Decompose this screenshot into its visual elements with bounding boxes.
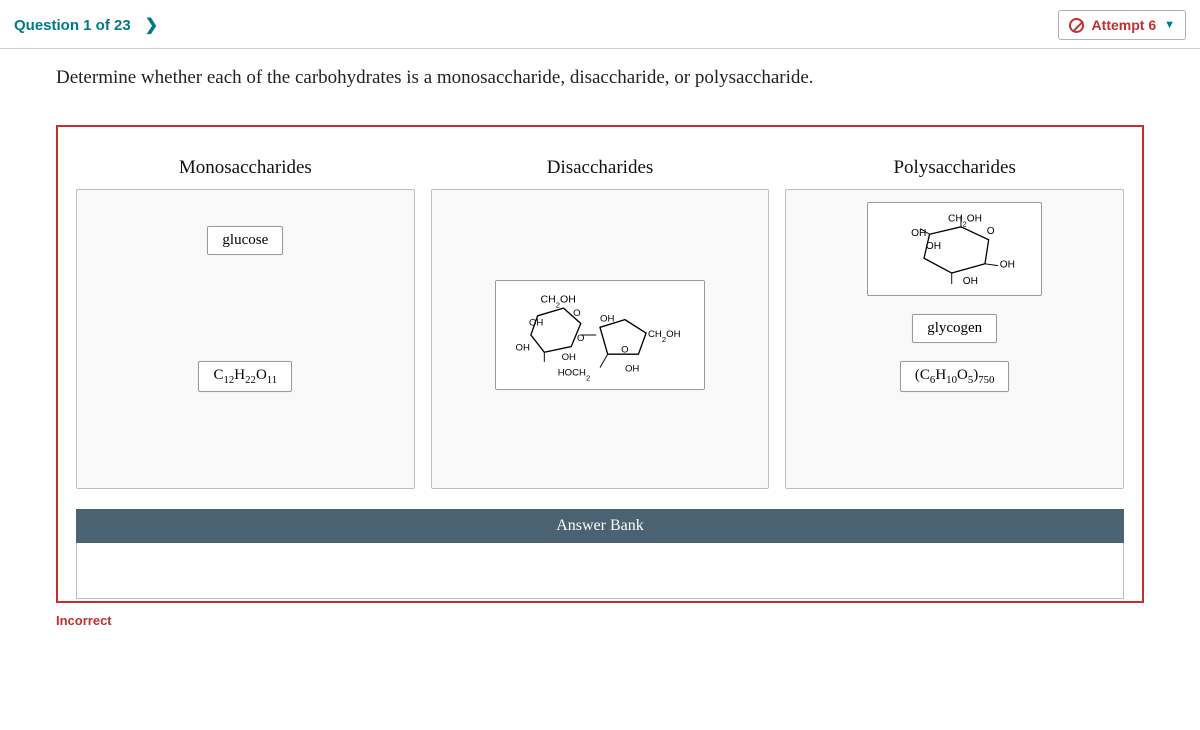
svg-text:OH: OH xyxy=(562,352,576,363)
dropzone-poly[interactable]: CH2OH O OH OH OH OH glycogen xyxy=(785,189,1124,489)
chip-monosaccharide-structure[interactable]: CH2OH O OH OH OH OH xyxy=(867,202,1042,296)
svg-text:OH: OH xyxy=(600,314,614,325)
svg-text:O: O xyxy=(621,344,628,355)
column-poly: Polysaccharides CH2OH O OH OH OH xyxy=(785,157,1124,489)
svg-text:CH2OH: CH2OH xyxy=(540,293,575,309)
column-di: Disaccharides CH2OH O OH OH O xyxy=(431,157,770,489)
svg-text:OH: OH xyxy=(926,241,941,252)
svg-text:OH: OH xyxy=(529,317,543,328)
chip-c12h22o11[interactable]: C12H22O11 xyxy=(198,361,292,392)
formula-text: C12H22O11 xyxy=(213,367,277,383)
column-title: Polysaccharides xyxy=(785,157,1124,179)
attempt-dropdown[interactable]: Attempt 6 ▼ xyxy=(1058,10,1186,40)
chip-c6h10o5-750[interactable]: (C6H10O5)750 xyxy=(900,361,1010,392)
question-counter: Question 1 of 23 xyxy=(14,17,131,34)
grade-status: Incorrect xyxy=(0,603,1200,638)
answer-bank-body[interactable] xyxy=(76,543,1124,599)
ban-icon xyxy=(1069,18,1084,33)
column-mono: Monosaccharides glucose C12H22O11 xyxy=(76,157,415,489)
svg-text:OH: OH xyxy=(1000,259,1015,270)
chip-glycogen[interactable]: glycogen xyxy=(912,314,997,343)
svg-text:CH2OH: CH2OH xyxy=(948,213,982,228)
column-title: Monosaccharides xyxy=(76,157,415,179)
chevron-down-icon: ▼ xyxy=(1164,19,1175,31)
attempt-label: Attempt 6 xyxy=(1092,17,1157,33)
chip-disaccharide-structure[interactable]: CH2OH O OH OH O OH OH CH2OH xyxy=(495,280,705,390)
graded-frame: Monosaccharides glucose C12H22O11 Disacc… xyxy=(56,125,1144,603)
column-title: Disaccharides xyxy=(431,157,770,179)
question-nav: Question 1 of 23 ❯ xyxy=(14,15,158,35)
chip-glucose[interactable]: glucose xyxy=(207,226,283,255)
monosaccharide-svg: CH2OH O OH OH OH OH xyxy=(876,205,1033,293)
disaccharide-svg: CH2OH O OH OH O OH OH CH2OH xyxy=(504,285,696,385)
svg-text:O: O xyxy=(577,333,584,344)
svg-text:HOCH2: HOCH2 xyxy=(558,367,590,382)
svg-text:OH: OH xyxy=(516,342,530,353)
categorization-columns: Monosaccharides glucose C12H22O11 Disacc… xyxy=(60,129,1140,509)
dropzone-mono[interactable]: glucose C12H22O11 xyxy=(76,189,415,489)
question-header: Question 1 of 23 ❯ Attempt 6 ▼ xyxy=(0,0,1200,49)
content-area: Determine whether each of the carbohydra… xyxy=(0,49,1200,603)
svg-text:CH2OH: CH2OH xyxy=(648,329,681,344)
answer-bank-header: Answer Bank xyxy=(76,509,1124,543)
svg-text:O: O xyxy=(987,226,995,237)
formula-text: (C6H10O5)750 xyxy=(915,367,995,383)
svg-text:OH: OH xyxy=(963,276,978,287)
svg-text:O: O xyxy=(573,308,580,319)
svg-text:OH: OH xyxy=(625,363,639,374)
question-prompt: Determine whether each of the carbohydra… xyxy=(56,67,1144,89)
next-question-icon[interactable]: ❯ xyxy=(145,15,158,35)
svg-text:OH: OH xyxy=(911,228,926,239)
dropzone-di[interactable]: CH2OH O OH OH O OH OH CH2OH xyxy=(431,189,770,489)
